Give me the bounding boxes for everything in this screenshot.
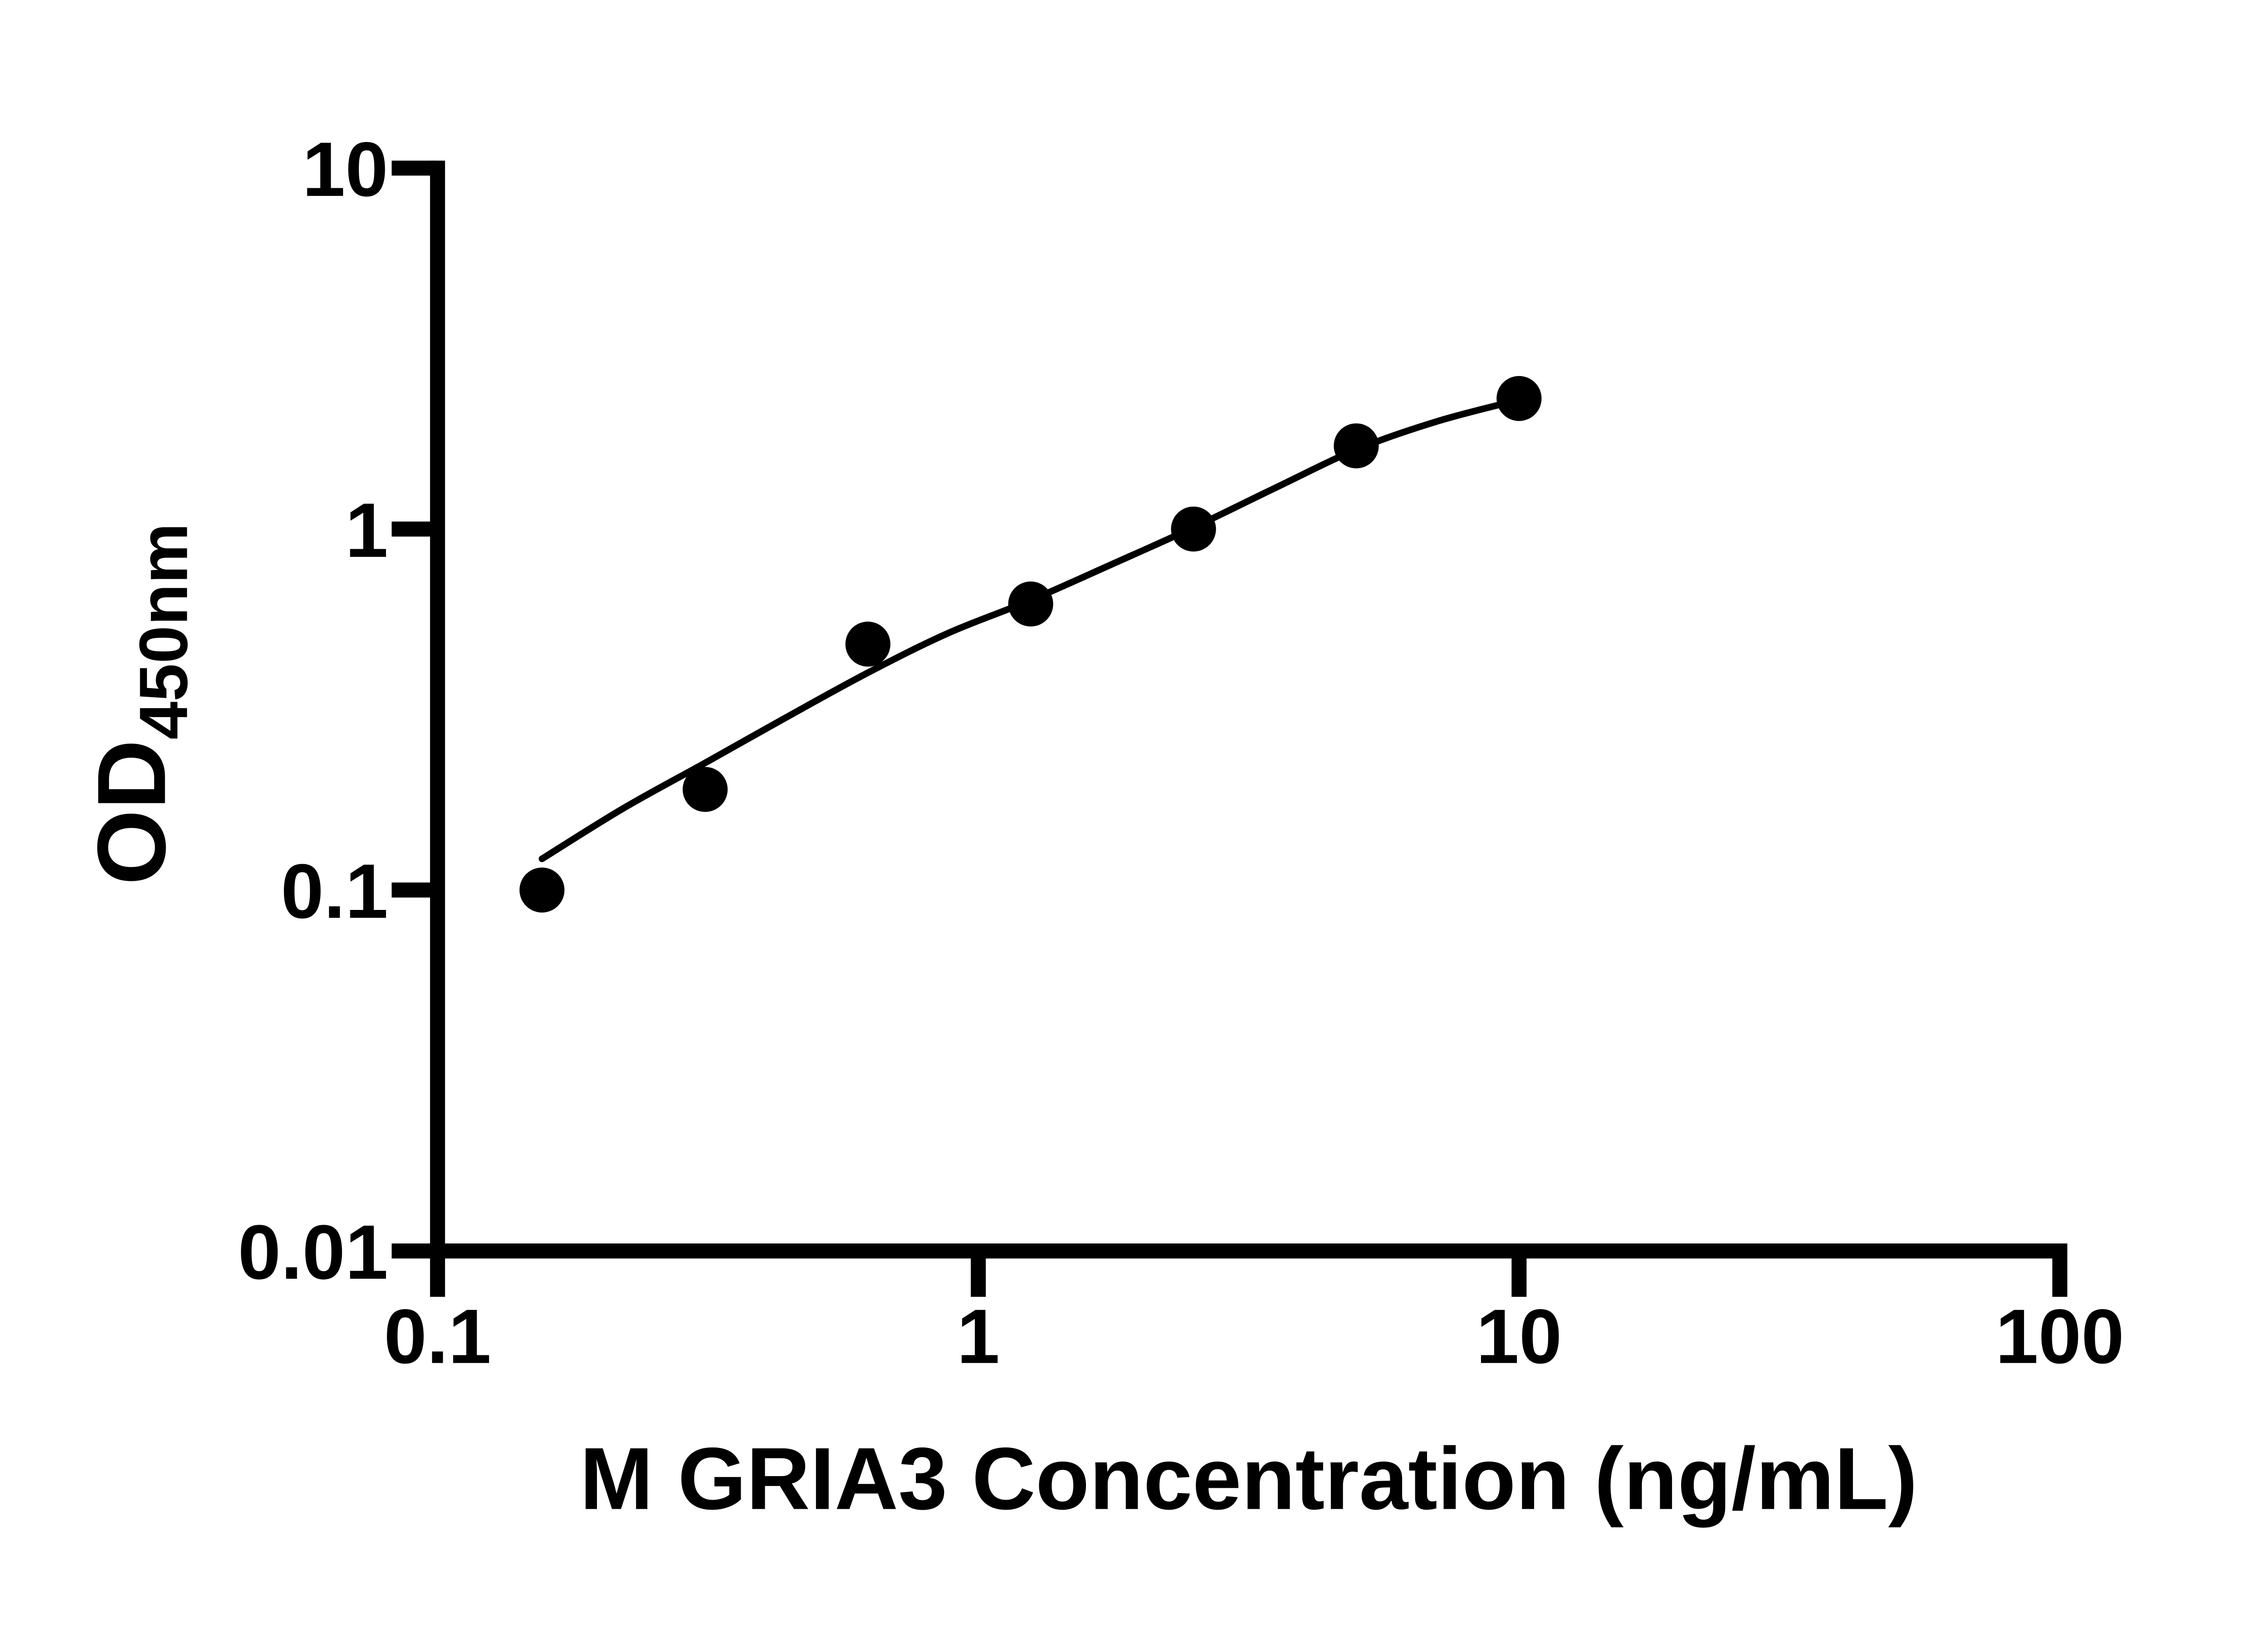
y-axis-title-sub: 450nm xyxy=(125,523,201,740)
x-tick-label-100: 100 xyxy=(1995,1294,2124,1380)
y-axis-title-main: OD xyxy=(78,739,186,885)
data-point-3 xyxy=(845,621,890,667)
y-tick-label-0.01: 0.01 xyxy=(238,1209,388,1296)
data-point-7 xyxy=(1496,376,1542,421)
y-tick-label-0.1: 0.1 xyxy=(281,848,388,934)
y-tick-label-1: 1 xyxy=(345,488,388,574)
data-point-1 xyxy=(519,867,565,913)
y-tick-label-10: 10 xyxy=(302,127,388,213)
x-tick-label-10: 10 xyxy=(1476,1294,1562,1380)
y-axis-title: OD450nm xyxy=(78,523,202,885)
data-point-2 xyxy=(682,767,728,812)
x-axis-title: M GRIA3 Concentration (ng/mL) xyxy=(580,1430,1917,1528)
data-point-6 xyxy=(1334,423,1379,469)
axes-layer xyxy=(430,161,2068,1259)
series-layer xyxy=(519,376,1542,913)
data-point-4 xyxy=(1008,581,1053,627)
x-tick-label-0.1: 0.1 xyxy=(384,1294,491,1380)
ticks-layer xyxy=(391,161,2068,1297)
x-tick-label-1: 1 xyxy=(957,1294,1000,1380)
data-point-5 xyxy=(1171,506,1216,552)
